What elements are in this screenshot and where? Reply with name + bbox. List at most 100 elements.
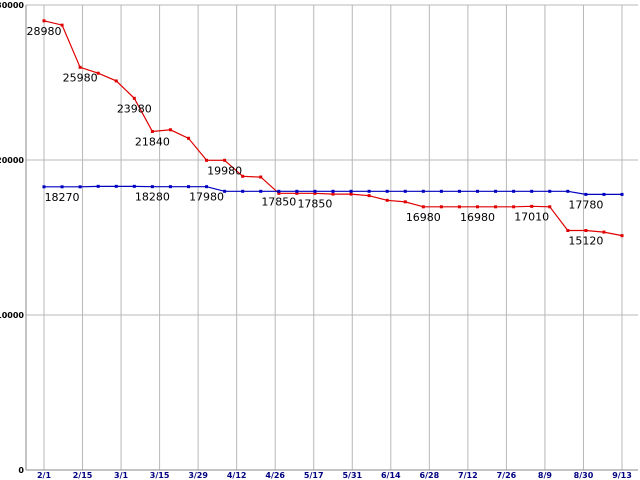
- data-point: [349, 189, 353, 193]
- data-point: [620, 192, 624, 196]
- x-tick-label: 3/29: [188, 471, 208, 480]
- x-tick-label: 7/12: [458, 471, 478, 480]
- x-tick-label: 5/17: [304, 471, 324, 480]
- data-point: [457, 189, 461, 193]
- data-label: 17850: [261, 195, 296, 208]
- data-point: [313, 189, 317, 193]
- data-label: 19980: [207, 164, 242, 177]
- x-tick-label: 3/1: [114, 471, 128, 480]
- data-point: [313, 191, 317, 195]
- data-point: [367, 194, 371, 198]
- data-label: 18280: [135, 191, 170, 204]
- data-point: [620, 234, 624, 238]
- data-point: [548, 189, 552, 193]
- data-point: [42, 19, 46, 23]
- data-point: [548, 205, 552, 209]
- data-label: 21840: [135, 135, 170, 148]
- data-point: [259, 189, 263, 193]
- x-tick-label: 9/13: [612, 471, 632, 480]
- data-point: [494, 189, 498, 193]
- data-point: [512, 205, 516, 209]
- data-label: 28980: [27, 25, 62, 38]
- x-tick-label: 2/1: [37, 471, 51, 480]
- data-point: [205, 158, 209, 162]
- data-point: [150, 185, 154, 189]
- data-point: [78, 65, 82, 69]
- x-tick-label: 6/14: [381, 471, 401, 480]
- data-point: [530, 204, 534, 208]
- data-point: [223, 189, 227, 193]
- data-point: [385, 189, 389, 193]
- data-point: [295, 189, 299, 193]
- data-point: [114, 184, 118, 188]
- x-tick-label: 5/31: [342, 471, 362, 480]
- x-tick-label: 4/26: [265, 471, 285, 480]
- data-point: [241, 174, 245, 178]
- data-point: [331, 189, 335, 193]
- data-point: [241, 189, 245, 193]
- y-tick-label: 30000: [0, 1, 24, 10]
- data-label: 25980: [63, 71, 98, 84]
- data-label: 15120: [568, 235, 603, 248]
- data-point: [403, 200, 407, 204]
- data-point: [476, 189, 479, 193]
- data-point: [150, 129, 154, 133]
- data-point: [349, 192, 353, 196]
- data-point: [584, 192, 588, 196]
- data-point: [132, 96, 136, 100]
- data-point: [512, 189, 516, 193]
- data-point: [168, 185, 172, 189]
- data-point: [205, 185, 209, 189]
- data-point: [602, 230, 606, 234]
- data-point: [421, 205, 425, 209]
- data-point: [96, 184, 100, 188]
- data-point: [114, 79, 118, 83]
- data-point: [457, 205, 461, 209]
- data-point: [494, 205, 498, 209]
- x-tick-label: 7/26: [497, 471, 517, 480]
- data-point: [584, 229, 588, 233]
- series-group: [42, 19, 624, 238]
- data-point: [439, 205, 443, 209]
- data-point: [331, 192, 335, 196]
- data-point: [187, 136, 190, 140]
- data-labels: 28980 25980 23980 21840 19980 17850 16980 16980…: [27, 25, 604, 248]
- data-point: [295, 191, 299, 195]
- data-point: [566, 189, 570, 193]
- data-label: 16980: [406, 211, 441, 224]
- data-point: [187, 185, 190, 189]
- data-point: [223, 158, 227, 162]
- data-label: 17010: [514, 210, 549, 223]
- data-point: [168, 128, 172, 132]
- x-tick-label: 8/30: [574, 471, 594, 480]
- grid-lines: [25, 4, 638, 471]
- data-point: [530, 189, 534, 193]
- data-point: [277, 189, 281, 193]
- data-point: [385, 198, 389, 202]
- y-tick-label: 0: [18, 466, 24, 475]
- data-point: [403, 189, 407, 193]
- data-point: [277, 191, 281, 195]
- data-label: 17850: [297, 197, 332, 210]
- x-tick-label: 4/12: [227, 471, 247, 480]
- data-label: 18270: [45, 191, 80, 204]
- data-point: [78, 185, 82, 189]
- y-tick-label: 20000: [0, 156, 24, 165]
- data-point: [421, 189, 425, 193]
- data-point: [439, 189, 443, 193]
- data-point: [259, 175, 263, 179]
- y-axis-ticks: 0 10000 20000 30000: [0, 1, 24, 475]
- data-point: [132, 184, 136, 188]
- data-point: [60, 185, 64, 189]
- data-label: 17780: [568, 198, 603, 211]
- x-axis-ticks: 2/1 2/15 3/1 3/15 3/29 4/12 4/26 5/17 5/31 6/14 6/…: [37, 471, 632, 480]
- data-label: 16980: [460, 211, 495, 224]
- data-point: [60, 23, 64, 27]
- x-tick-label: 8/9: [538, 471, 552, 480]
- x-tick-label: 3/15: [150, 471, 170, 480]
- data-point: [367, 189, 371, 193]
- data-point: [566, 229, 570, 233]
- data-label: 17980: [189, 191, 224, 204]
